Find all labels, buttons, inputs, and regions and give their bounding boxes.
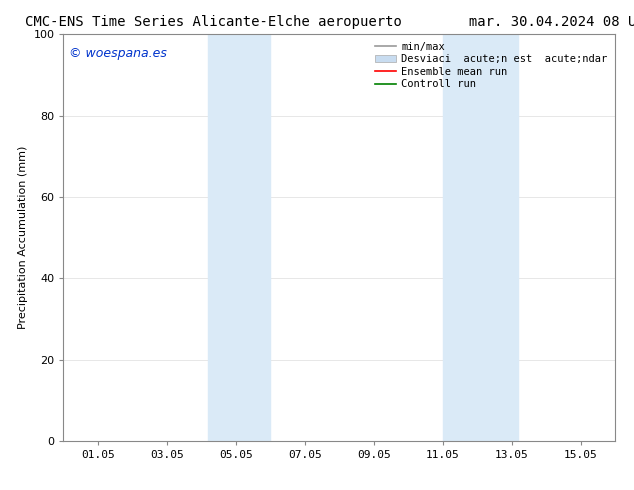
Bar	[208, 34, 270, 441]
Title: CMC-ENS Time Series Alicante-Elche aeropuerto        mar. 30.04.2024 08 UTC: CMC-ENS Time Series Alicante-Elche aerop…	[25, 15, 634, 29]
Y-axis label: Precipitation Accumulation (mm): Precipitation Accumulation (mm)	[18, 146, 28, 329]
Bar	[443, 34, 519, 441]
Text: © woespana.es: © woespana.es	[69, 47, 167, 59]
Legend: min/max, Desviaci  acute;n est  acute;ndar, Ensemble mean run, Controll run: min/max, Desviaci acute;n est acute;ndar…	[373, 40, 610, 92]
